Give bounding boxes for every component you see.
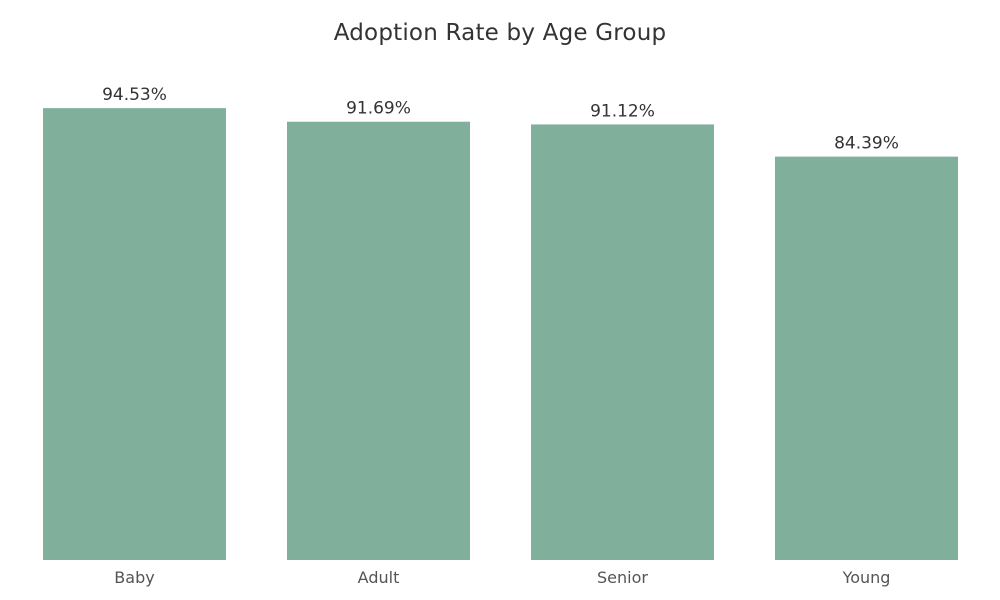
value-label-adult: 91.69%: [346, 99, 411, 119]
x-axis-tick-labels: Baby Adult Senior Young: [114, 568, 890, 587]
bar-baby[interactable]: [43, 108, 226, 560]
value-label-young: 84.39%: [834, 134, 899, 154]
value-label-baby: 94.53%: [102, 85, 167, 105]
value-label-senior: 91.12%: [590, 101, 655, 121]
x-tick-label-baby: Baby: [114, 568, 154, 587]
chart-title: Adoption Rate by Age Group: [333, 20, 667, 46]
bar-senior[interactable]: [531, 124, 714, 560]
value-labels-layer: 94.53% 91.69% 91.12% 84.39%: [102, 85, 899, 153]
bar-adult[interactable]: [287, 121, 470, 560]
x-tick-label-adult: Adult: [358, 568, 400, 587]
x-tick-label-senior: Senior: [597, 568, 648, 587]
bars-layer: [43, 108, 958, 561]
x-tick-label-young: Young: [842, 568, 891, 587]
bar-young[interactable]: [775, 156, 958, 561]
